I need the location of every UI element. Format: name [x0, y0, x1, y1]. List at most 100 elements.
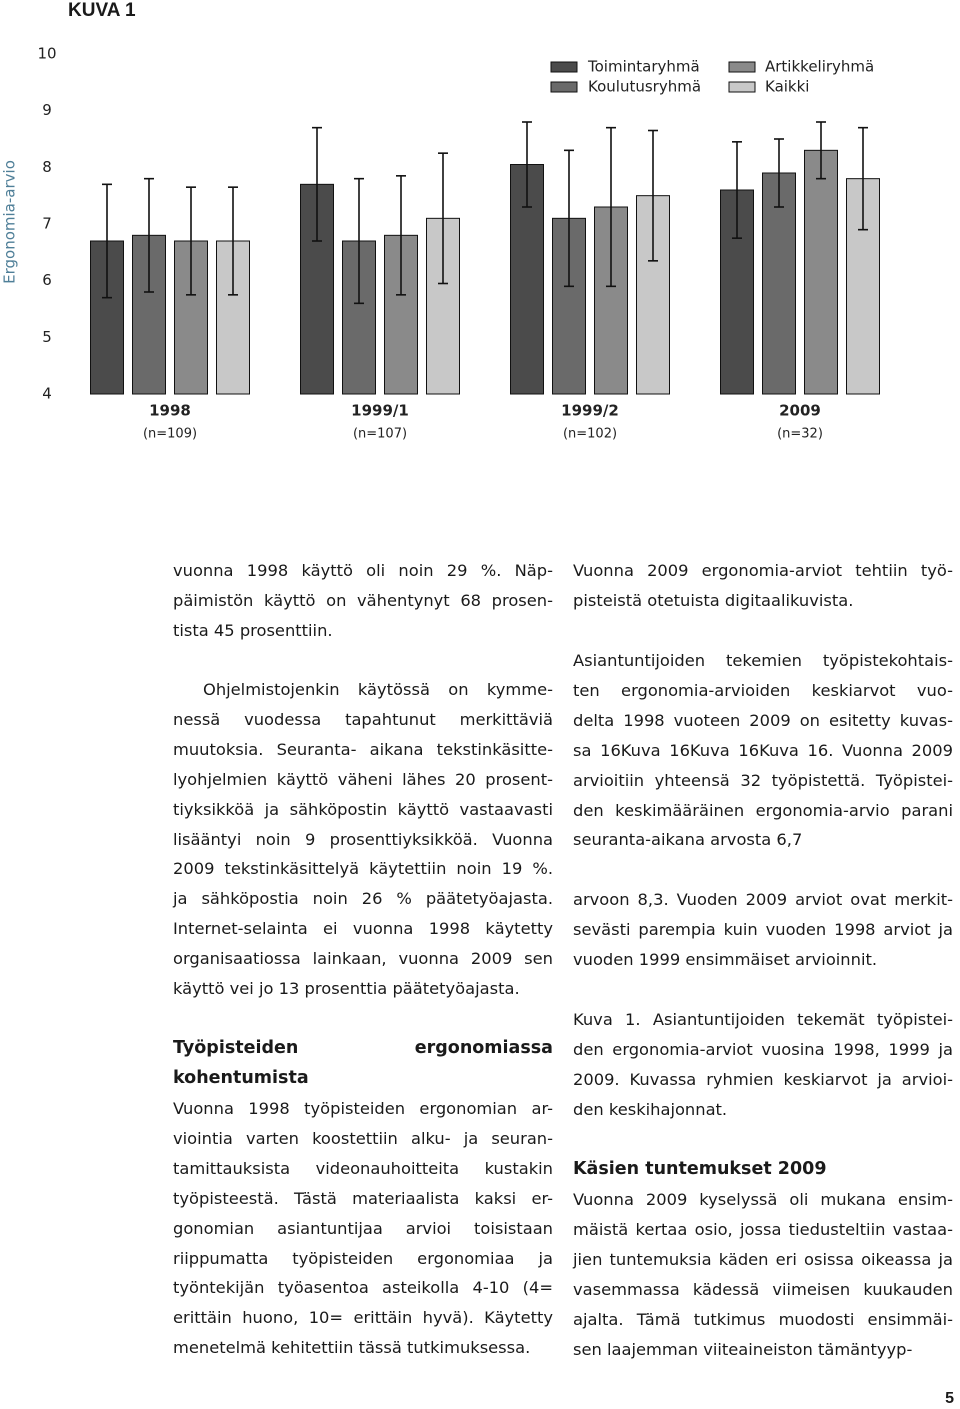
error-bar	[354, 177, 364, 305]
text-line: Vuonna 1998 työpisteiden ergonomian ar-	[173, 1099, 553, 1118]
text-line: työntekijän työasentoa asteikolla 4-10 (…	[173, 1278, 553, 1298]
bar	[90, 240, 124, 395]
text-line: jien tuntemuksia käden eri osissa oikeas…	[573, 1249, 953, 1269]
legend-label: Artikkeliryhmä	[765, 58, 874, 76]
text-line: muutoksia. Seuranta- aikana tekstinkäsit…	[173, 739, 553, 759]
legend-swatch	[550, 61, 578, 73]
y-tick-label: 4	[42, 385, 52, 403]
text-line: pisteistä otetuista digitaalikuvista.	[573, 590, 854, 610]
y-tick-label: 9	[42, 101, 52, 119]
paragraph: Kuva 1. Asiantuntijoiden tekemät työpist…	[573, 1005, 953, 1125]
text-line: vuoden 1999 ensimmäiset arvioinnit.	[573, 949, 878, 969]
text-line: työpisteestä. Tästä materiaalista kaksi …	[173, 1188, 553, 1208]
error-bar	[564, 149, 574, 288]
x-tick-note: (n=102)	[563, 427, 617, 442]
paragraph: Vuonna 2009 ergonomia-arviot tehtiin työ…	[573, 556, 953, 616]
paragraph: Asiantuntijoiden tekemien työpistekohtai…	[573, 646, 953, 855]
error-bar	[732, 141, 742, 239]
x-tick-label: 1999/1	[351, 402, 409, 420]
heading: Käsien tuntemukset 2009	[573, 1155, 953, 1185]
figure-label: KUVA 1	[68, 0, 136, 21]
text-line: sen laajemman viiteaineiston tämäntyyp-	[573, 1339, 913, 1359]
page-number: 5	[945, 1390, 954, 1407]
heading-line: Käsien tuntemukset 2009	[573, 1159, 827, 1179]
text-line: lyohjelmien käyttö väheni lähes 20 prose…	[173, 769, 553, 789]
x-tick-label: 1998	[149, 402, 191, 420]
paragraph: arvoon 8,3. Vuoden 2009 arviot ovat merk…	[573, 885, 953, 975]
text-line: menetelmä kehitettiin tässä tutkimuksess…	[173, 1338, 531, 1358]
text-line: riippumatta työpisteiden ergonomiaa ja	[173, 1248, 553, 1268]
x-tick-note: (n=109)	[143, 427, 197, 442]
text-line: den keskimääräinen ergonomia-arvio paran…	[573, 800, 953, 820]
text-line: nessä vuodessa tapahtunut merkittäviä	[173, 709, 553, 729]
error-bar	[144, 177, 154, 293]
text-line: käyttö vei jo 13 prosenttia päätetyöajas…	[173, 979, 520, 999]
chart: Ergonomia-arvio 4 5 6 7 8 9 10 1998 (n=109) 1999/…	[1, 45, 880, 442]
text-line: den keskihajonnat.	[573, 1099, 728, 1119]
text-line: arvioitiin yhteensä 32 työpistettä. Työp…	[573, 770, 953, 790]
y-tick-label: 7	[42, 215, 52, 233]
text-line: den ergonomia-arviot vuosina 1998, 1999 …	[573, 1039, 953, 1059]
error-bar	[438, 152, 448, 285]
heading: Työpisteiden ergonomiassa kohentumista	[173, 1034, 553, 1094]
text-line: sa 16Kuva 16Kuva 16Kuva 16. Vuonna 2009	[573, 740, 953, 760]
error-bar	[774, 138, 784, 208]
heading-line: Työpisteiden ergonomiassa	[173, 1038, 553, 1058]
error-bar	[186, 186, 196, 296]
text-line: ja sähköpostia noin 26 % päätetyöajasta.	[173, 889, 553, 909]
paragraph: vuonna 1998 käyttö oli noin 29 %. Näp-pä…	[173, 556, 553, 646]
legend-swatch	[728, 61, 756, 73]
bar	[804, 149, 838, 395]
error-bar	[228, 186, 238, 296]
y-tick-label: 8	[42, 158, 52, 176]
text-line: gonomian asiantuntijaa arvioi toisistaan	[173, 1218, 553, 1238]
text-line: arvoon 8,3. Vuoden 2009 arviot ovat merk…	[573, 890, 953, 909]
legend-label: Kaikki	[765, 78, 809, 96]
y-tick-label: 10	[37, 45, 56, 63]
legend-swatch	[728, 81, 756, 93]
error-bar	[396, 175, 406, 296]
legend-label: Toimintaryhmä	[587, 58, 700, 76]
text-line: lisääntyi noin 9 prosenttiyksikköä. Vuon…	[173, 829, 553, 849]
text-line: ten ergonomia-arvioiden keskiarvot vuo-	[573, 680, 953, 700]
x-tick-note: (n=32)	[777, 427, 823, 442]
text-line: tista 45 prosenttiin.	[173, 620, 333, 640]
text-line: viointia varten koostettiin alku- ja seu…	[173, 1128, 553, 1148]
text-line: sevästi parempia kuin vuoden 1998 arviot…	[573, 919, 953, 939]
text-line: tamittauksista videonauhoitteita kustaki…	[173, 1158, 553, 1178]
legend-label: Koulutusryhmä	[588, 78, 701, 96]
y-tick-label: 6	[42, 271, 52, 289]
paragraph: Vuonna 2009 kyselyssä oli mukana ensim-m…	[573, 1185, 953, 1364]
paragraph: Ohjelmistojenkin käytössä on kymme-nessä…	[173, 675, 553, 1004]
x-tick-label: 1999/2	[561, 402, 619, 420]
text-line: tiyksikköä ja sähköpostin käyttö vastaav…	[173, 799, 553, 819]
error-bar	[606, 126, 616, 288]
text-line: Kuva 1. Asiantuntijoiden tekemät työpist…	[573, 1010, 953, 1029]
text-line: Vuonna 2009 ergonomia-arviot tehtiin työ…	[573, 561, 953, 580]
text-line: Asiantuntijoiden tekemien työpistekohtai…	[573, 651, 953, 670]
error-bar	[102, 183, 112, 299]
text-line: päimistön käyttö on vähentynyt 68 prosen…	[173, 590, 553, 610]
x-tick-label: 2009	[779, 402, 821, 420]
text-line: Ohjelmistojenkin käytössä on kymme-	[203, 680, 553, 699]
text-line: ajalta. Tämä tutkimus muodosti ensimmäi-	[573, 1309, 953, 1329]
error-bar	[312, 126, 322, 242]
text-line: 2009 tekstinkäsittelyä käytettiin noin 1…	[173, 859, 553, 879]
text-line: Internet-selainta ei vuonna 1998 käytett…	[173, 919, 553, 939]
legend-swatch	[550, 81, 578, 93]
paragraph: Vuonna 1998 työpisteiden ergonomian ar-v…	[173, 1094, 553, 1363]
error-bar	[522, 121, 532, 208]
text-line: 2009. Kuvassa ryhmien keskiarvot ja arvi…	[573, 1069, 953, 1089]
bar	[762, 172, 796, 395]
error-bar	[816, 121, 826, 180]
y-axis-label: Ergonomia-arvio	[1, 160, 19, 284]
error-bar	[858, 126, 868, 231]
heading-line: kohentumista	[173, 1067, 309, 1088]
y-tick-label: 5	[42, 328, 52, 346]
text-line: vuonna 1998 käyttö oli noin 29 %. Näp-	[173, 561, 553, 580]
x-tick-note: (n=107)	[353, 427, 407, 442]
text-line: mäistä kertaa osio, jossa tiedusteltiin …	[573, 1219, 953, 1239]
text-line: erittäin huono, 10= erittäin hyvä). Käyt…	[173, 1308, 553, 1328]
text-line: seuranta-aikana arvosta 6,7	[573, 830, 803, 850]
